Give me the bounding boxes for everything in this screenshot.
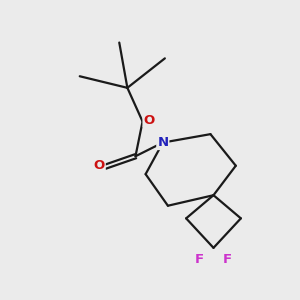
Text: F: F xyxy=(223,253,232,266)
Text: F: F xyxy=(195,253,204,266)
Text: O: O xyxy=(94,159,105,172)
Text: O: O xyxy=(143,113,155,127)
Text: N: N xyxy=(157,136,168,149)
